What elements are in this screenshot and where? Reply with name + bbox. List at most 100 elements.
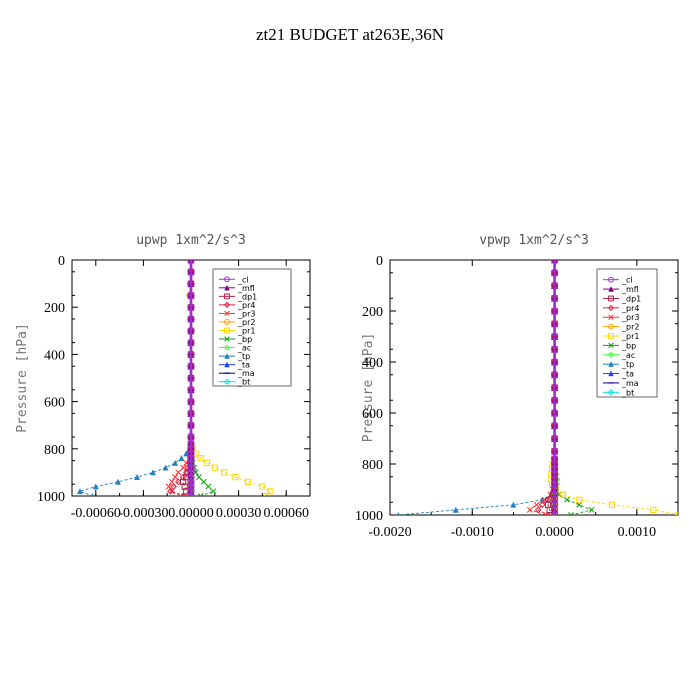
y-tick-label: 600 [44,396,65,411]
legend-label: _ta [237,361,250,370]
data-point [187,463,195,472]
legend-label: _pr1 [237,327,255,336]
data-point [568,512,574,515]
chart-panel-1: upwp 1xm^2/s^3 Pressure [hPa] 0 200 400 600 80… [15,233,311,521]
legend-marker [224,327,230,334]
data-point [576,501,583,508]
legend-marker [607,304,615,311]
data-point [550,480,559,489]
panel-title: upwp 1xm^2/s^3 [136,233,246,248]
data-point [452,506,459,513]
legend-marker [223,378,231,385]
legend-marker [608,342,614,349]
data-point [550,269,559,277]
data-point [187,260,195,264]
data-point [187,291,195,300]
y-axis-label: Pressure [hPa] [15,323,30,433]
data-point [559,491,566,498]
data-point [76,488,83,495]
data-point [162,464,169,471]
data-point [187,421,195,429]
data-point [187,492,195,496]
data-point [396,511,400,515]
data-point [187,268,195,276]
data-point [551,511,558,515]
data-point [550,260,559,264]
legend-marker [224,361,230,368]
data-point [205,483,212,490]
data-point [550,496,559,504]
panel-title: vpwp 1xm^2/s^3 [479,233,589,248]
data-point [650,506,657,513]
data-point [550,511,559,515]
legend-marker [224,310,230,317]
data-point [187,327,195,335]
y-tick-label: 0 [376,254,383,269]
legend-marker [607,389,615,396]
data-point [187,303,195,311]
data-point [187,315,195,323]
data-point [200,478,207,485]
data-point [92,483,99,490]
data-point [187,279,195,288]
data-point [538,501,546,509]
data-point [187,445,195,453]
data-point [264,492,271,496]
legend-marker [224,336,230,342]
data-point [544,511,552,515]
data-point [550,460,559,468]
legend-marker [224,293,230,300]
data-point [550,506,559,514]
legend-label: _mfl [237,284,255,293]
x-tick-label: -0.00060 [71,506,121,521]
data-point [550,501,559,509]
x-tick-label: -0.00030 [118,506,168,521]
legend-box [596,268,658,398]
legend-marker [608,314,614,320]
y-tick-label: 1000 [355,509,383,524]
legend-label: _bt [237,378,250,387]
data-point [550,294,559,302]
data-point [267,488,274,495]
x-tick-label: 0.0010 [618,525,657,540]
data-point [534,506,542,514]
legend-marker [224,276,230,283]
data-point [550,396,559,404]
data-point [550,307,559,315]
legend-label: _tp [621,360,634,369]
legend-label: _ta [621,370,634,379]
data-point [576,496,583,503]
data-point [210,488,217,495]
data-point [187,386,195,394]
data-point [550,465,559,473]
legend-label: _pr2 [237,318,255,327]
data-point [550,409,559,417]
data-point [115,478,122,485]
data-point [550,383,559,392]
panels: upwp 1xm^2/s^3 Pressure [hPa] 0 200 400 600 80… [15,233,679,540]
data-point [195,474,202,481]
data-point [149,469,156,476]
legend-label: _ac [237,344,251,353]
legend-label: _bt [621,388,634,397]
data-point [183,474,190,481]
legend-marker [608,370,614,377]
data-point [134,473,141,480]
data-point [550,345,559,353]
legend-marker [224,284,230,291]
legend-label: _bp [621,341,636,350]
legend-label: _pr3 [621,313,639,322]
data-point [187,487,195,495]
legend-marker [608,286,614,292]
data-point [550,422,559,430]
data-point [546,506,553,513]
data-point [187,492,195,496]
y-tick-label: 800 [44,443,65,458]
data-point [563,496,570,503]
chart-panel-2: vpwp 1xm^2/s^3 Pressure [hPa] 0 200 400 600 80… [355,233,679,540]
data-point [211,464,218,471]
data-point [197,455,204,462]
y-tick-label: 1000 [37,490,65,505]
series-line-pr1 [190,260,271,496]
series-group [76,260,274,496]
